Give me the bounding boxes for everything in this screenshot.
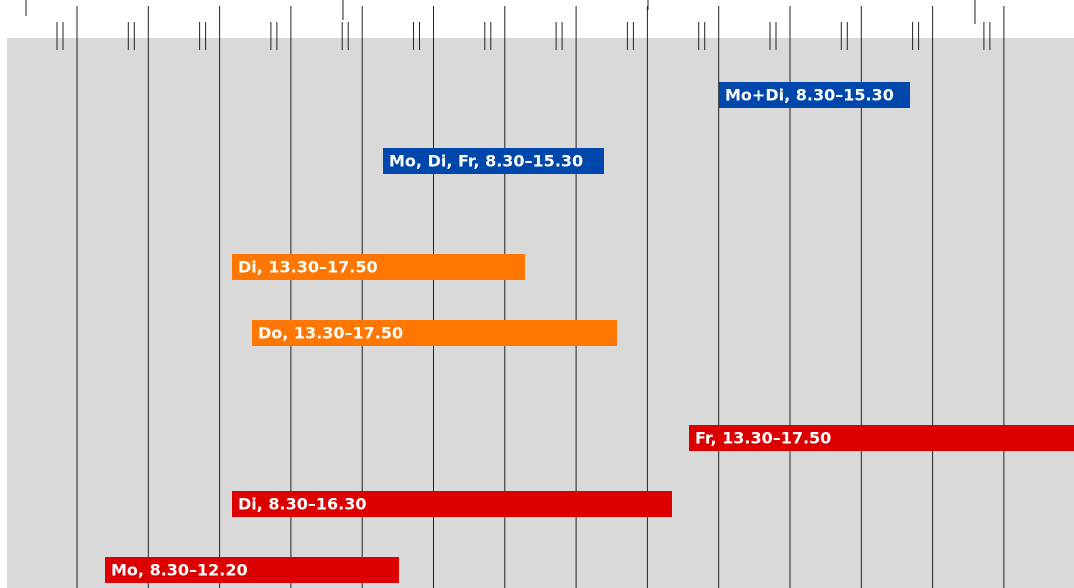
bar — [252, 320, 617, 346]
bar-label: Di, 8.30–16.30 — [238, 495, 367, 514]
bar — [105, 557, 399, 583]
bar-label: Mo+Di, 8.30–15.30 — [725, 86, 894, 105]
bar-label: Mo, Di, Fr, 8.30–15.30 — [389, 152, 583, 171]
bars: Mo+Di, 8.30–15.30 Mo, Di, Fr, 8.30–15.30 D… — [105, 82, 1074, 583]
bar-label: Do, 13.30–17.50 — [258, 324, 403, 343]
bar-label: Di, 13.30–17.50 — [238, 258, 378, 277]
bar — [383, 148, 604, 174]
bar — [232, 491, 672, 517]
bar — [719, 82, 910, 108]
bar-label: Fr, 13.30–17.50 — [695, 429, 831, 448]
bar — [689, 425, 1074, 451]
bar — [232, 254, 525, 280]
bar-label: Mo, 8.30–12.20 — [111, 561, 248, 580]
